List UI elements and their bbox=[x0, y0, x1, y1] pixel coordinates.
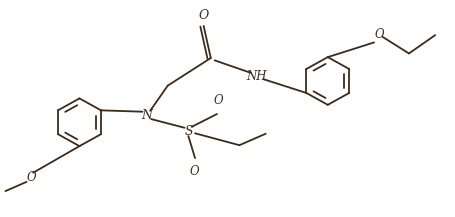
Text: O: O bbox=[189, 165, 199, 178]
Text: N: N bbox=[141, 109, 152, 122]
Text: S: S bbox=[185, 125, 194, 138]
Text: O: O bbox=[213, 94, 223, 107]
Text: O: O bbox=[26, 171, 36, 184]
Text: NH: NH bbox=[246, 70, 266, 83]
Text: O: O bbox=[374, 28, 384, 41]
Text: O: O bbox=[198, 9, 209, 22]
